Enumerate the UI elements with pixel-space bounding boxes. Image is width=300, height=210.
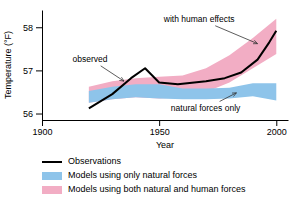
legend-swatch	[42, 186, 62, 194]
y-tick-label: 57	[23, 66, 33, 76]
x-tick: 1900	[32, 120, 52, 137]
x-tick-label: 2000	[267, 127, 287, 137]
legend-swatch	[42, 161, 62, 163]
x-tick: 1950	[150, 120, 170, 137]
legend-label: Models using both natural and human forc…	[68, 184, 246, 194]
x-tick-label: 1900	[32, 127, 52, 137]
x-tick-mark	[159, 120, 160, 126]
y-axis-title: Temperature (°F)	[3, 31, 13, 99]
annotations: observed with human effects natural forces…	[72, 14, 257, 114]
y-tick: 57	[23, 66, 42, 76]
y-tick-mark	[36, 27, 42, 28]
y-axis: 56 57 58	[23, 11, 43, 121]
annotation-arrow	[220, 93, 237, 102]
legend: Observations Models using only natural fo…	[42, 156, 246, 194]
y-tick: 56	[23, 109, 42, 119]
annotation-arrow	[101, 66, 124, 81]
x-axis-line	[43, 120, 289, 121]
annotation-text: with human effects	[163, 14, 235, 24]
legend-label: Observations	[68, 156, 122, 166]
legend-item: Models using only natural forces	[42, 170, 198, 180]
y-tick-label: 58	[23, 23, 33, 33]
y-tick-mark	[36, 70, 42, 71]
legend-label: Models using only natural forces	[68, 170, 198, 180]
x-tick-mark	[276, 120, 277, 126]
series-line	[89, 31, 276, 109]
y-axis-line	[42, 11, 43, 121]
x-axis: 1900 1950 2000	[32, 120, 288, 137]
legend-item: Models using both natural and human forc…	[42, 184, 246, 194]
y-tick: 58	[23, 23, 42, 33]
band-area	[89, 83, 276, 102]
legend-item: Observations	[42, 156, 122, 166]
annotation-text: natural forces only	[171, 103, 241, 113]
x-tick: 2000	[267, 120, 287, 137]
x-axis-title: Year	[156, 140, 174, 150]
y-tick-mark	[36, 114, 42, 115]
x-tick-mark	[42, 120, 43, 126]
x-tick-label: 1950	[150, 127, 170, 137]
plot-area	[89, 19, 276, 109]
annotation-arrow	[215, 26, 257, 44]
chart: 1900 1950 2000 56 57 58 Year Temperature (°F) ob…	[0, 0, 300, 210]
legend-swatch	[42, 172, 62, 180]
y-tick-label: 56	[23, 109, 33, 119]
annotation-text: observed	[72, 54, 107, 64]
